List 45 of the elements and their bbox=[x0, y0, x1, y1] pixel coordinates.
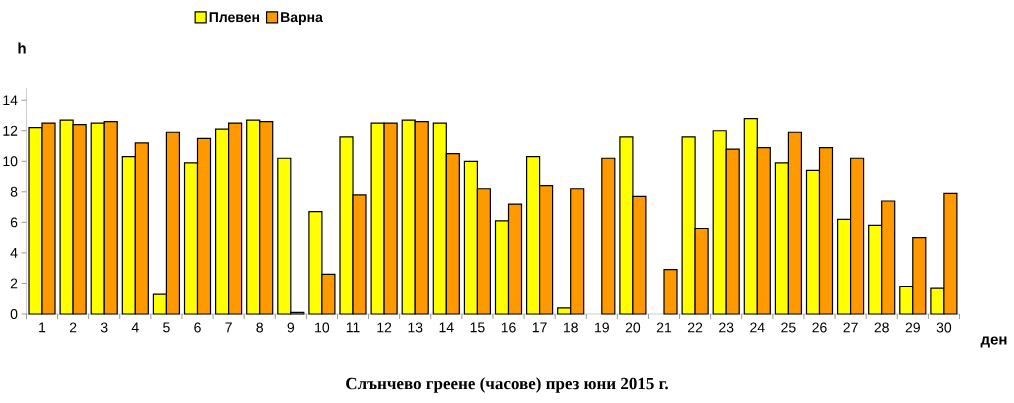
x-tick-label: 23 bbox=[719, 322, 734, 333]
x-axis-title: ден bbox=[980, 336, 1007, 348]
y-axis-title: h bbox=[18, 42, 26, 54]
y-tick-label: 14 bbox=[3, 95, 18, 106]
x-tick-label: 4 bbox=[131, 322, 139, 333]
y-tick-label: 8 bbox=[10, 186, 18, 197]
y-tick-label: 6 bbox=[10, 217, 18, 228]
y-tick-label: 2 bbox=[10, 278, 18, 289]
x-tick-label: 14 bbox=[439, 322, 454, 333]
y-tick-label: 10 bbox=[3, 156, 18, 167]
y-tick-label: 4 bbox=[10, 248, 18, 258]
x-tick-label: 13 bbox=[408, 322, 423, 333]
x-tick-label: 17 bbox=[532, 322, 547, 333]
x-tick-label: 26 bbox=[812, 322, 827, 333]
x-tick-label: 27 bbox=[843, 322, 858, 333]
bar bbox=[663, 269, 678, 315]
x-tick-label: 25 bbox=[781, 322, 796, 333]
x-tick-label: 3 bbox=[100, 322, 108, 333]
x-tick-label: 22 bbox=[688, 322, 703, 333]
x-tick-label: 10 bbox=[315, 322, 330, 333]
x-tick-label: 7 bbox=[225, 322, 232, 333]
x-tick-label: 15 bbox=[470, 322, 485, 333]
legend-label: Плевен bbox=[209, 12, 259, 23]
x-tick-label: 19 bbox=[595, 322, 609, 333]
x-tick-label: 6 bbox=[194, 322, 201, 333]
x-tick-label: 30 bbox=[936, 322, 952, 333]
x-tick-label: 29 bbox=[905, 322, 920, 333]
x-tick-label: 2 bbox=[69, 322, 77, 333]
bar bbox=[601, 157, 616, 315]
y-tick-label: 12 bbox=[3, 125, 18, 136]
x-tick-label: 21 bbox=[656, 322, 672, 333]
x-tick-label: 18 bbox=[563, 322, 578, 333]
x-tick-label: 8 bbox=[256, 322, 263, 333]
x-tick-label: 24 bbox=[750, 322, 765, 333]
x-tick-label: 11 bbox=[346, 322, 360, 333]
x-tick-label: 1 bbox=[39, 322, 46, 333]
legend-label: Варна bbox=[281, 12, 323, 25]
x-tick-label: 5 bbox=[163, 322, 170, 333]
x-tick-label: 28 bbox=[874, 322, 889, 333]
x-tick-label: 20 bbox=[625, 322, 641, 333]
y-tick-label: 0 bbox=[10, 309, 18, 319]
x-tick-label: 12 bbox=[377, 322, 392, 333]
x-tick-label: 16 bbox=[501, 322, 516, 333]
x-tick-label: 9 bbox=[287, 322, 295, 333]
text: Слънчево греене (часове) през юни 2015 г. bbox=[346, 377, 668, 393]
